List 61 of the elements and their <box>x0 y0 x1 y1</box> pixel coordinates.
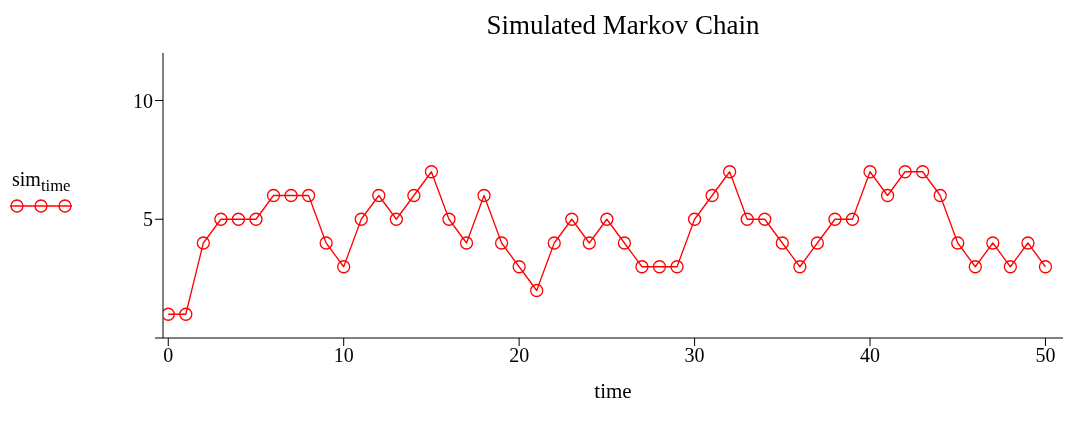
y-tick-label: 5 <box>143 208 153 231</box>
point <box>968 260 982 274</box>
x-axis-title: time <box>594 378 632 403</box>
point <box>863 165 877 179</box>
point <box>1038 260 1053 274</box>
point <box>687 212 702 226</box>
point <box>565 212 579 226</box>
point <box>916 165 930 179</box>
point <box>512 260 526 274</box>
point <box>986 236 1000 250</box>
point <box>670 260 684 274</box>
point <box>163 307 175 321</box>
point <box>880 188 895 203</box>
x-tick-label: 20 <box>509 344 530 367</box>
point <box>951 236 965 250</box>
point <box>652 260 667 274</box>
point <box>530 283 544 298</box>
point <box>407 188 421 203</box>
point <box>1003 260 1018 274</box>
point <box>898 165 912 179</box>
point <box>477 188 491 203</box>
point <box>179 307 193 321</box>
point <box>775 236 789 250</box>
point <box>494 236 509 250</box>
point <box>810 236 825 250</box>
point <box>845 212 860 226</box>
point <box>547 236 561 250</box>
point <box>635 260 649 274</box>
point <box>214 212 228 226</box>
x-tick-label: 40 <box>860 344 881 367</box>
x-tick-label: 0 <box>163 344 174 367</box>
point <box>582 236 596 250</box>
point <box>196 236 210 250</box>
point <box>389 212 403 226</box>
point <box>617 236 632 250</box>
point <box>758 212 772 226</box>
point <box>231 212 246 226</box>
text: sim$_{time}$ <box>12 168 72 196</box>
point <box>933 188 947 203</box>
point <box>424 165 439 179</box>
x-tick-label: 10 <box>333 344 354 367</box>
point <box>372 188 386 203</box>
point <box>354 212 368 226</box>
point <box>337 260 351 274</box>
x-tick-label: 50 <box>1035 344 1056 367</box>
x-tick-label: 30 <box>684 344 705 367</box>
point <box>723 165 737 179</box>
chart-title: Simulated Markov Chain <box>485 10 761 41</box>
point <box>442 212 456 226</box>
point <box>266 188 281 203</box>
point <box>301 188 316 203</box>
point <box>459 236 474 250</box>
point <box>319 236 333 250</box>
point <box>284 188 298 203</box>
point <box>793 260 807 274</box>
point <box>740 212 754 226</box>
point <box>705 188 719 203</box>
point <box>1021 236 1035 250</box>
point <box>249 212 263 226</box>
point <box>600 212 614 226</box>
point <box>828 212 842 226</box>
